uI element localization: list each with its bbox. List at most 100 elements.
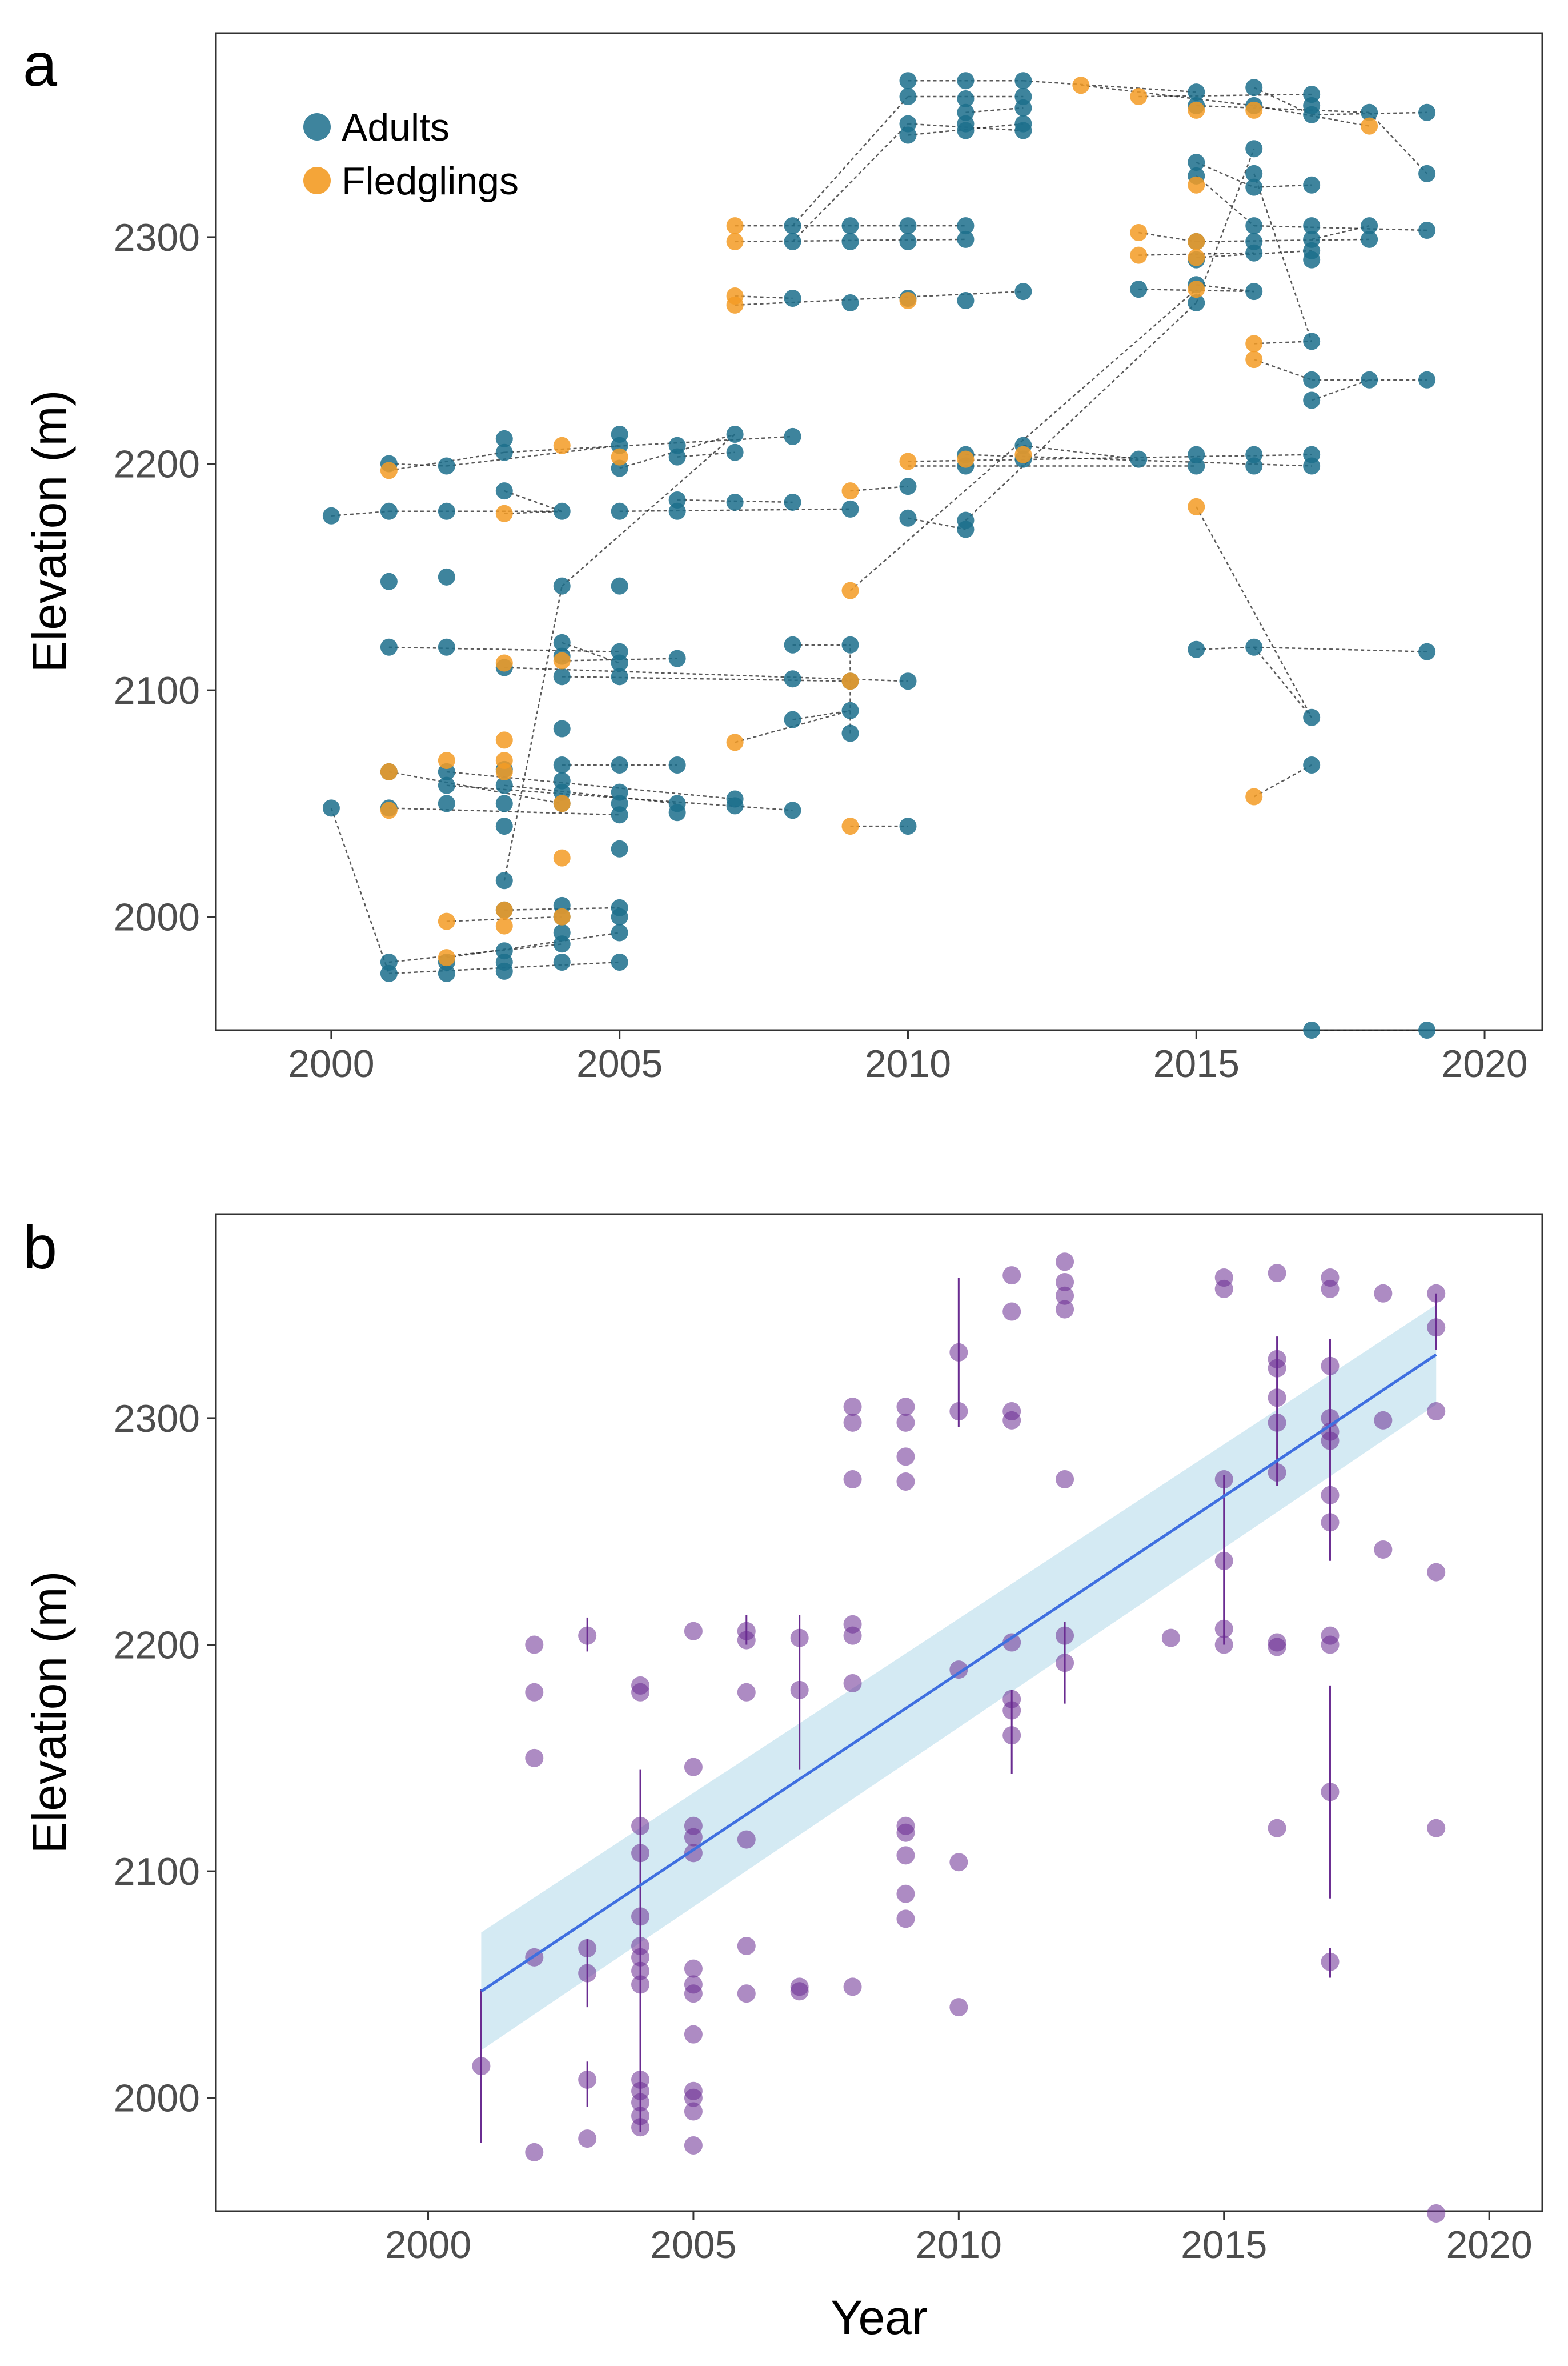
adult-point	[1130, 450, 1148, 468]
fledgling-point	[438, 949, 455, 967]
movement-link	[1254, 341, 1312, 345]
adult-point	[784, 493, 801, 511]
elevation-point	[790, 1680, 809, 1699]
y-tick-label: 2100	[114, 669, 200, 712]
adult-point	[841, 233, 859, 250]
fledgling-point	[438, 912, 455, 930]
adult-point	[899, 509, 917, 527]
fledgling-point	[841, 672, 859, 690]
elevation-point	[1374, 1411, 1393, 1430]
adult-point	[784, 427, 801, 445]
elevation-point	[1056, 1286, 1074, 1305]
adult-point	[1303, 1022, 1321, 1039]
fledgling-point	[1188, 233, 1205, 250]
elevation-point	[1321, 1513, 1340, 1532]
adult-point	[899, 126, 917, 144]
fledgling-point	[1188, 249, 1205, 266]
movement-link	[965, 107, 1024, 114]
adult-point	[1014, 72, 1032, 90]
elevation-point	[896, 1472, 915, 1491]
elevation-point	[1056, 1470, 1074, 1489]
adult-point	[495, 430, 513, 447]
y-tick-label: 2300	[114, 1397, 200, 1440]
elevation-point	[843, 1674, 862, 1692]
elevation-point	[1268, 1264, 1286, 1283]
x-tick-label: 2015	[1153, 1042, 1240, 1086]
adult-point	[438, 964, 455, 982]
elevation-point	[949, 1998, 968, 2017]
movement-link	[446, 445, 620, 467]
adult-point	[1245, 217, 1263, 235]
adult-point	[957, 217, 975, 235]
elevation-point	[1056, 1300, 1074, 1319]
movement-link	[1253, 358, 1312, 381]
panel-b-y-axis-label: Elevation (m)	[22, 1571, 76, 1854]
panel-a-frame	[215, 32, 1543, 1031]
adult-point	[1418, 371, 1436, 389]
adult-point	[495, 818, 513, 835]
y-tick-label: 2300	[114, 216, 200, 259]
fledgling-point	[553, 795, 571, 812]
fledgling-point	[841, 482, 859, 500]
legend-adults-swatch	[303, 113, 331, 141]
adult-point	[438, 638, 455, 656]
elevation-point	[1056, 1626, 1074, 1645]
adult-point	[553, 634, 571, 651]
elevation-point	[843, 1470, 862, 1489]
elevation-point	[578, 1939, 597, 1957]
adult-point	[841, 702, 859, 719]
fledgling-point	[1245, 351, 1263, 369]
elevation-point	[578, 1964, 597, 1983]
elevation-point	[472, 2057, 491, 2076]
fledgling-point	[726, 233, 744, 250]
movement-link	[1081, 84, 1254, 107]
elevation-point	[631, 1961, 650, 1980]
adult-point	[322, 507, 340, 525]
adult-point	[611, 502, 628, 520]
elevation-point	[525, 1748, 544, 1767]
adult-point	[438, 502, 455, 520]
elevation-point	[1056, 1252, 1074, 1271]
movement-link	[1253, 764, 1312, 798]
adult-point	[495, 962, 513, 980]
adult-point	[784, 711, 801, 728]
fledgling-point	[553, 437, 571, 454]
elevation-point	[790, 1628, 809, 1647]
fledgling-point	[1188, 281, 1205, 298]
elevation-point	[843, 1413, 862, 1432]
adult-point	[668, 756, 686, 774]
adult-point	[784, 290, 801, 307]
trend-line	[480, 1353, 1437, 1993]
adult-point	[1303, 457, 1321, 475]
movement-link	[388, 463, 447, 467]
elevation-point	[896, 1884, 915, 1903]
adult-point	[1245, 79, 1263, 97]
x-tick-label: 2020	[1441, 1042, 1527, 1086]
movement-link	[330, 807, 390, 974]
y-tick-label: 2200	[114, 1624, 200, 1667]
adult-point	[841, 294, 859, 311]
adult-point	[1245, 457, 1263, 475]
adult-point	[1188, 457, 1205, 475]
adult-point	[899, 72, 917, 90]
adult-point	[380, 964, 398, 982]
elevation-point	[1002, 1726, 1021, 1745]
panel-a: a 2000 2005 2010 2015 2020 2000 2100 2200 2300 E…	[22, 30, 1543, 1086]
elevation-point	[631, 1975, 650, 1994]
fledgling-point	[841, 582, 859, 599]
elevation-point	[1002, 1633, 1021, 1652]
fledgling-point	[1361, 117, 1378, 135]
panel-b-axes: 2000 2005 2010 2015 2020 2000 2100 2200 2300	[114, 1397, 1533, 2267]
elevation-point	[896, 1846, 915, 1865]
movement-link	[1253, 87, 1312, 115]
movement-link	[1196, 148, 1255, 303]
elevation-point	[737, 1683, 756, 1702]
movement-link	[388, 771, 562, 804]
adult-point	[438, 795, 455, 812]
movement-link	[1311, 379, 1370, 401]
elevation-point	[1427, 1402, 1446, 1421]
elevation-point	[737, 1984, 756, 2003]
adult-point	[899, 88, 917, 106]
panel-a-label: a	[23, 30, 58, 99]
adult-point	[553, 668, 571, 686]
